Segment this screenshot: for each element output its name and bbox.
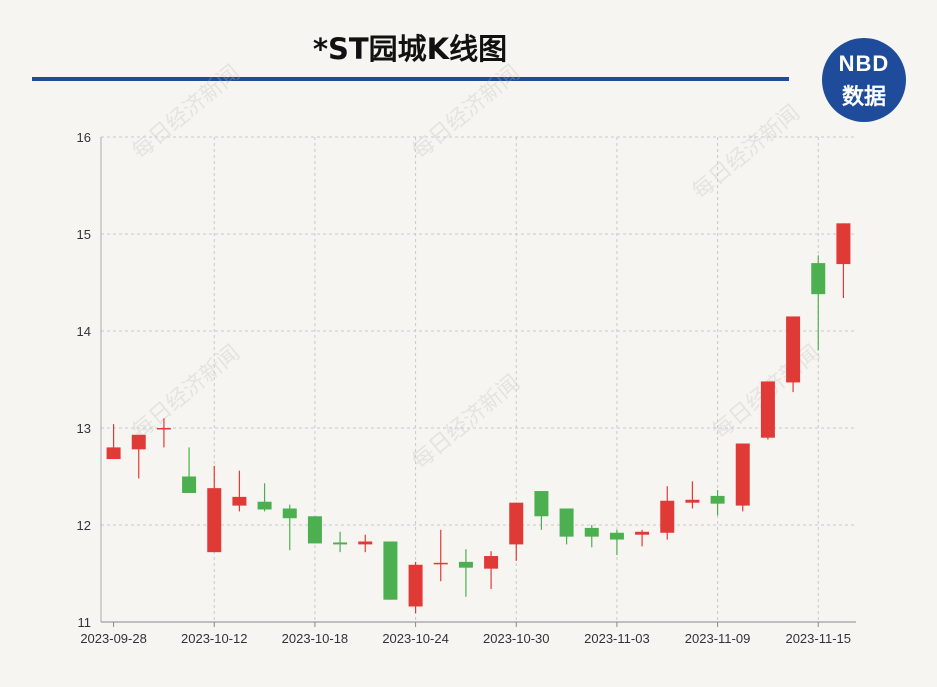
chart-title: *ST园城K线图 <box>312 32 508 66</box>
y-tick-label: 12 <box>77 518 91 533</box>
x-tick-label: 2023-11-03 <box>584 631 650 646</box>
candle-body-down <box>811 263 826 295</box>
watermark-text: 每日经济新闻 <box>408 371 525 475</box>
candle-body-up <box>408 564 423 607</box>
candle-body-up <box>484 556 499 569</box>
candle-body-down <box>559 508 574 537</box>
x-tick-label: 2023-10-12 <box>181 631 248 646</box>
x-tick-label: 2023-11-15 <box>785 631 851 646</box>
candle-body-down <box>307 516 322 544</box>
candle-body-down <box>383 541 398 600</box>
logo-line1: NBD <box>838 51 890 76</box>
candles-layer <box>106 223 851 614</box>
watermark-layer: 每日经济新闻每日经济新闻每日经济新闻每日经济新闻每日经济新闻每日经济新闻 <box>128 61 825 475</box>
y-tick-label: 15 <box>77 227 91 242</box>
nbd-logo: NBD 数据 <box>822 38 906 122</box>
candle-body-up <box>660 500 675 533</box>
candle-body-up <box>207 488 222 553</box>
candle-body-up <box>635 531 650 535</box>
candle-body-down <box>710 495 725 504</box>
candle-body-down <box>609 532 624 540</box>
candle-body-down <box>257 501 272 510</box>
candle-body-up <box>836 223 851 265</box>
logo-line2: 数据 <box>841 85 886 110</box>
candle-body-up <box>760 381 775 438</box>
watermark-text: 每日经济新闻 <box>688 101 805 205</box>
candle-body-up <box>735 443 750 506</box>
candle-body-up <box>232 496 247 506</box>
watermark-text: 每日经济新闻 <box>128 341 245 445</box>
candle-body-up <box>106 447 121 460</box>
axes-layer: 11 12 13 14 15 16 2023-09-28 2023-10-12 2023-10-… <box>77 130 856 646</box>
candle-body-up <box>131 434 146 450</box>
candle-body-up <box>433 562 448 565</box>
watermark-text: 每日经济新闻 <box>128 61 245 165</box>
candle-body-up <box>685 499 700 503</box>
title-underline <box>32 77 789 81</box>
y-tick-label: 11 <box>78 615 92 630</box>
x-tick-label: 2023-11-09 <box>685 631 751 646</box>
x-tick-label: 2023-10-30 <box>483 631 550 646</box>
candle-body-down <box>534 491 549 517</box>
y-tick-label: 13 <box>77 421 91 436</box>
x-tick-label: 2023-09-28 <box>80 631 147 646</box>
x-tick-label: 2023-10-24 <box>382 631 449 646</box>
candle-body-up <box>358 541 373 545</box>
y-tick-label: 16 <box>77 130 91 145</box>
candle-body-down <box>333 542 348 545</box>
candle-body-up <box>509 502 524 545</box>
candle-body-down <box>282 508 297 519</box>
x-tick-label: 2023-10-18 <box>282 631 349 646</box>
candle-body-up <box>786 316 801 383</box>
candle-body-down <box>584 527 599 537</box>
candle-body-down <box>182 476 197 493</box>
watermark-text: 每日经济新闻 <box>408 61 525 165</box>
y-tick-label: 14 <box>77 324 91 339</box>
candle-body-down <box>458 561 473 568</box>
candle-body-up <box>156 428 171 430</box>
